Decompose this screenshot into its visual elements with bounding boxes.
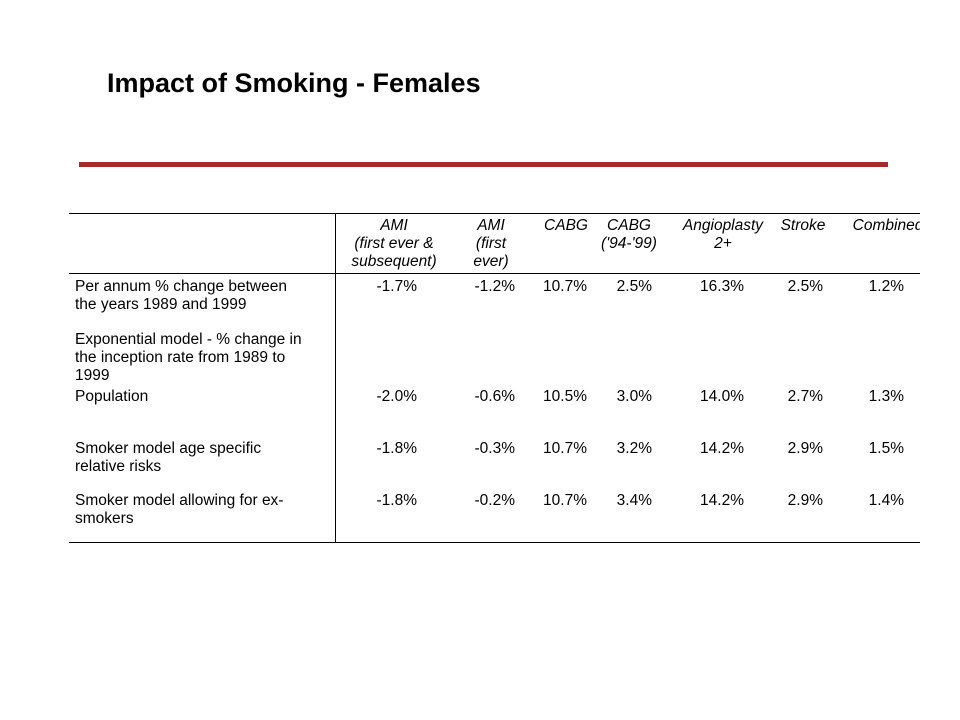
table-bottom-border <box>69 542 920 543</box>
col-header-ami-first-ever: AMI (first ever) <box>473 217 509 270</box>
col-header-angioplasty: Angioplasty 2+ <box>682 217 764 252</box>
table-top-border <box>69 213 920 214</box>
table-cell: 1.2% <box>868 278 904 295</box>
row-label-smoker-age-specific: Smoker model age specific relative risks <box>75 440 262 475</box>
table-cell: 3.2% <box>616 440 652 457</box>
table-cell: 3.4% <box>616 492 652 509</box>
table-cell: 2.5% <box>787 278 823 295</box>
table-cell: 2.9% <box>787 492 823 509</box>
table-cell: -1.8% <box>376 492 418 509</box>
row-label-per-annum: Per annum % change between the years 198… <box>75 278 287 313</box>
table-cell: -1.2% <box>474 278 516 295</box>
label-column-divider <box>335 213 336 542</box>
col-header-ami-first-ever-subsequent: AMI (first ever & subsequent) <box>351 217 437 270</box>
table-cell: -1.7% <box>376 278 418 295</box>
row-label-smoker-ex-smokers: Smoker model allowing for ex- smokers <box>75 492 284 527</box>
table-cell: -0.2% <box>474 492 516 509</box>
table-cell: -2.0% <box>376 388 418 405</box>
table-cell: 10.7% <box>543 440 587 457</box>
table-cell: 16.3% <box>700 278 744 295</box>
col-header-cabg-94-99: CABG ('94-'99) <box>601 217 657 252</box>
table-cell: -0.6% <box>474 388 516 405</box>
table-cell: 2.7% <box>787 388 823 405</box>
col-header-cabg: CABG <box>544 217 588 234</box>
row-label-exponential-model: Exponential model - % change in the ince… <box>75 331 302 384</box>
table-cell: 1.5% <box>868 440 904 457</box>
table-cell: 14.2% <box>700 492 744 509</box>
table-cell: -0.3% <box>474 440 516 457</box>
header-divider <box>69 273 920 274</box>
table-cell: 10.7% <box>543 278 587 295</box>
slide-title: Impact of Smoking - Females <box>107 68 481 98</box>
table-cell: -1.8% <box>376 440 418 457</box>
col-header-stroke: Stroke <box>780 217 826 234</box>
row-label-population: Population <box>75 388 149 405</box>
table-cell: 3.0% <box>616 388 652 405</box>
table-cell: 14.2% <box>700 440 744 457</box>
col-header-combined: Combined <box>852 217 920 234</box>
table-cell: 1.3% <box>868 388 904 405</box>
table-cell: 10.7% <box>543 492 587 509</box>
table-cell: 2.9% <box>787 440 823 457</box>
table-cell: 14.0% <box>700 388 744 405</box>
data-table: AMI (first ever & subsequent) AMI (first… <box>69 213 920 544</box>
table-cell: 2.5% <box>616 278 652 295</box>
table-cell: 1.4% <box>868 492 904 509</box>
title-underline <box>79 162 888 167</box>
table-cell: 10.5% <box>543 388 587 405</box>
